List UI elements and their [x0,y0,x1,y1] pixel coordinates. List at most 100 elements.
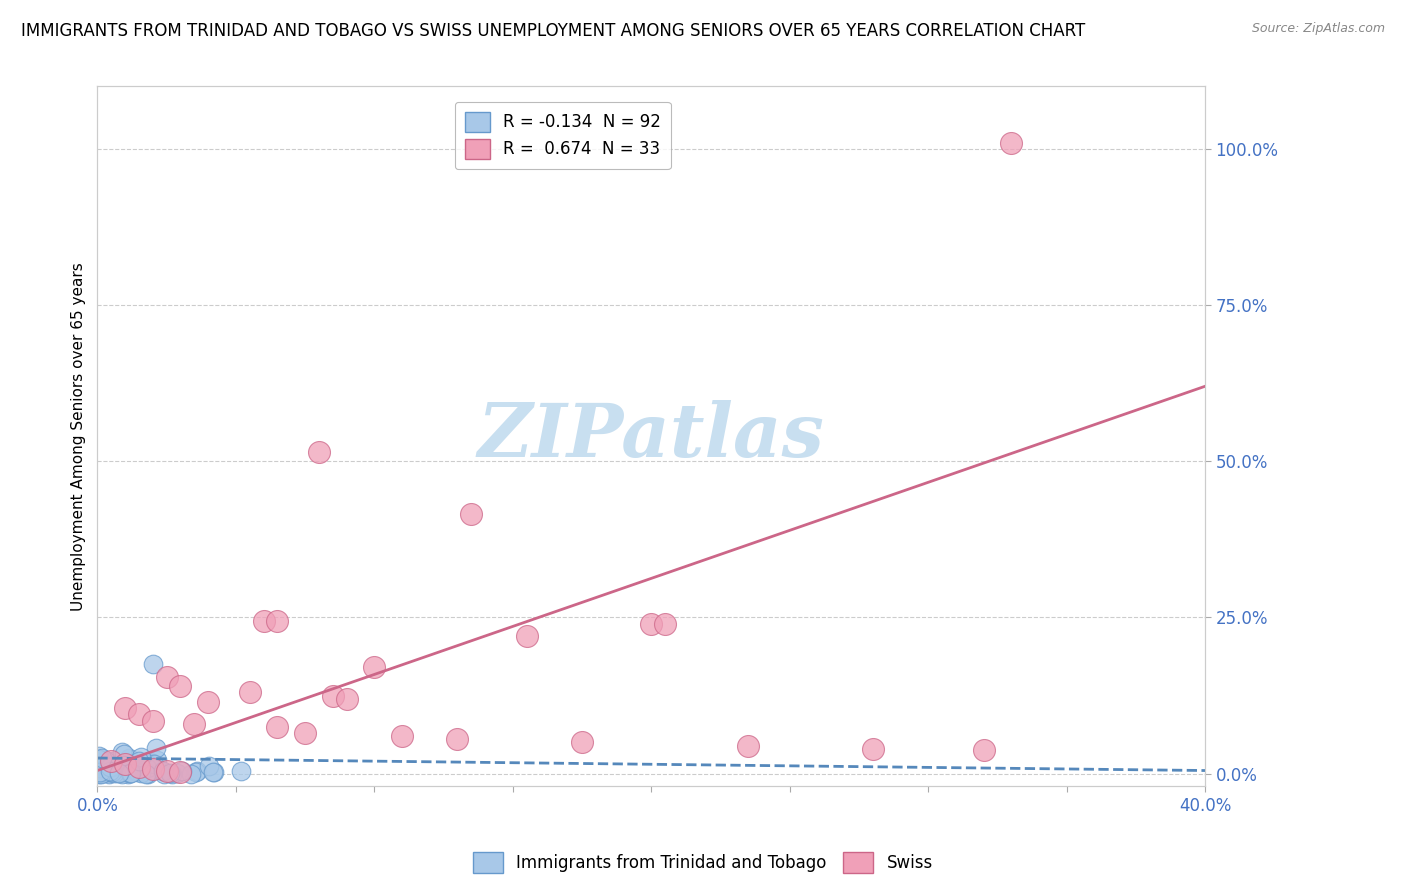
Point [141,756,163,770]
Point [100,764,122,778]
Point [120,766,142,780]
Point [117,766,139,780]
Point [94,765,117,780]
Point [129,766,152,780]
Point [114,757,136,772]
Point [89,764,111,778]
Point [93,764,115,778]
Point [93,766,115,780]
Point [107,756,129,771]
Point [308,445,330,459]
Point [198,758,221,772]
Point [127,765,149,780]
Point [145,741,167,756]
Point [294,726,316,740]
Point [107,766,129,780]
Point [90,766,112,780]
Point [128,755,150,769]
Point [108,764,131,779]
Point [654,616,676,631]
Point [127,761,149,775]
Point [166,766,188,780]
Point [973,743,995,757]
Point [97,760,120,774]
Point [98,766,121,780]
Point [97,761,120,775]
Point [336,691,359,706]
Point [96,762,118,776]
Point [640,616,662,631]
Point [100,754,122,768]
Y-axis label: Unemployment Among Seniors over 65 years: Unemployment Among Seniors over 65 years [72,262,86,611]
Point [105,765,128,780]
Point [169,679,191,693]
Point [138,766,160,780]
Point [202,764,225,779]
Point [91,756,114,771]
Point [124,764,146,779]
Point [93,762,115,776]
Point [135,762,157,776]
Point [89,765,111,780]
Point [862,741,884,756]
Point [91,762,114,776]
Point [129,750,152,764]
Point [93,764,115,779]
Point [180,766,202,780]
Point [101,760,124,774]
Point [391,729,413,743]
Point [129,758,152,772]
Legend: Immigrants from Trinidad and Tobago, Swiss: Immigrants from Trinidad and Tobago, Swi… [467,846,939,880]
Point [86,766,108,780]
Point [142,657,165,672]
Point [141,760,163,774]
Point [89,766,111,780]
Point [98,759,121,773]
Text: Source: ZipAtlas.com: Source: ZipAtlas.com [1251,22,1385,36]
Point [87,748,110,763]
Point [571,735,593,749]
Point [91,764,114,778]
Point [117,763,139,777]
Point [1000,136,1022,150]
Point [89,765,111,780]
Point [128,760,150,774]
Point [239,685,262,699]
Point [266,614,288,628]
Point [101,765,124,780]
Point [122,760,145,774]
Point [110,762,132,776]
Point [89,766,111,780]
Point [98,765,121,780]
Point [90,750,112,764]
Point [145,753,167,767]
Point [322,689,344,703]
Point [231,764,253,778]
Legend: R = -0.134  N = 92, R =  0.674  N = 33: R = -0.134 N = 92, R = 0.674 N = 33 [454,102,671,169]
Point [155,764,177,778]
Point [128,707,150,722]
Text: ZIPatlas: ZIPatlas [478,400,825,473]
Point [136,765,159,780]
Point [89,761,111,775]
Point [197,695,219,709]
Point [111,766,134,780]
Point [118,765,141,780]
Point [142,714,165,728]
Point [87,752,110,766]
Point [186,764,208,778]
Point [105,764,128,779]
Point [460,508,482,522]
Point [93,758,115,772]
Point [115,757,138,772]
Point [90,762,112,776]
Point [112,758,135,772]
Point [87,752,110,766]
Point [114,701,136,715]
Point [93,764,115,779]
Point [186,765,208,780]
Point [160,766,183,780]
Point [135,766,157,780]
Point [202,764,225,779]
Point [100,760,122,774]
